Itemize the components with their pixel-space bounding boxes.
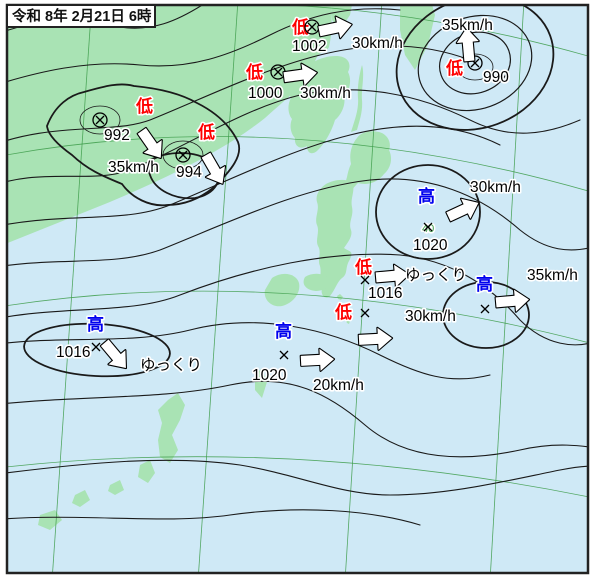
svg-text:1016: 1016 (368, 285, 402, 302)
svg-text:35km/h: 35km/h (527, 267, 578, 284)
svg-text:低: 低 (245, 62, 263, 82)
svg-text:低: 低 (445, 58, 463, 78)
svg-text:ゆっくり: ゆっくり (405, 266, 467, 284)
svg-text:30km/h: 30km/h (405, 308, 456, 325)
svg-text:低: 低 (291, 17, 309, 37)
svg-text:1002: 1002 (292, 38, 326, 55)
svg-text:低: 低 (197, 122, 215, 142)
svg-text:20km/h: 20km/h (313, 377, 364, 394)
svg-text:40: 40 (422, 223, 434, 235)
svg-text:30km/h: 30km/h (470, 179, 521, 196)
svg-text:ゆっくり: ゆっくり (140, 356, 202, 374)
svg-text:35km/h: 35km/h (442, 17, 493, 34)
svg-text:1016: 1016 (56, 344, 90, 361)
svg-text:990: 990 (483, 69, 509, 86)
svg-text:1020: 1020 (413, 237, 448, 254)
svg-text:1000: 1000 (248, 85, 283, 102)
svg-text:高: 高 (476, 274, 493, 294)
svg-text:低: 低 (334, 302, 352, 322)
svg-text:高: 高 (87, 314, 104, 334)
svg-text:992: 992 (104, 127, 130, 144)
svg-text:低: 低 (354, 257, 372, 277)
svg-text:高: 高 (275, 321, 292, 341)
svg-text:35km/h: 35km/h (108, 159, 159, 176)
svg-text:高: 高 (418, 186, 435, 206)
svg-text:低: 低 (135, 96, 153, 116)
svg-text:30km/h: 30km/h (300, 85, 351, 102)
svg-text:30km/h: 30km/h (352, 35, 403, 52)
svg-text:令和 8年 2月21日 6時: 令和 8年 2月21日 6時 (12, 7, 152, 25)
svg-text:994: 994 (176, 164, 202, 181)
svg-text:1020: 1020 (252, 367, 287, 384)
